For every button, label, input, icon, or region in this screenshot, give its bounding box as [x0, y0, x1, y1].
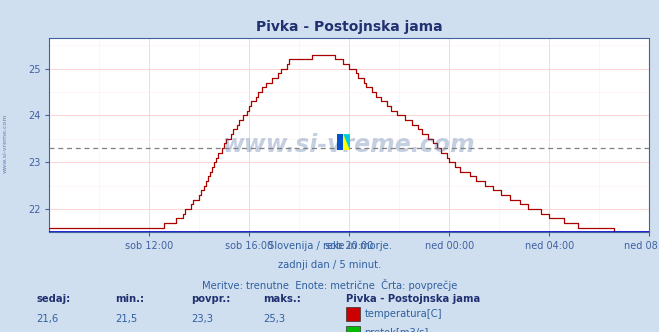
Text: zadnji dan / 5 minut.: zadnji dan / 5 minut.	[278, 260, 381, 270]
Text: Pivka - Postojnska jama: Pivka - Postojnska jama	[346, 294, 480, 304]
Text: Meritve: trenutne  Enote: metrične  Črta: povprečje: Meritve: trenutne Enote: metrične Črta: …	[202, 279, 457, 291]
Text: povpr.:: povpr.:	[191, 294, 231, 304]
Text: temperatura[C]: temperatura[C]	[364, 309, 442, 319]
Text: Slovenija / reke in morje.: Slovenija / reke in morje.	[268, 241, 391, 251]
Text: 25,3: 25,3	[264, 314, 286, 324]
Polygon shape	[343, 134, 350, 150]
Text: www.si-vreme.com: www.si-vreme.com	[223, 133, 476, 157]
Text: 21,6: 21,6	[36, 314, 59, 324]
Text: www.si-vreme.com: www.si-vreme.com	[3, 113, 8, 173]
Text: 23,3: 23,3	[191, 314, 213, 324]
Bar	[337, 134, 343, 150]
Text: pretok[m3/s]: pretok[m3/s]	[364, 328, 428, 332]
Title: Pivka - Postojnska jama: Pivka - Postojnska jama	[256, 20, 443, 34]
Text: maks.:: maks.:	[264, 294, 301, 304]
Text: sedaj:: sedaj:	[36, 294, 71, 304]
Text: 21,5: 21,5	[115, 314, 138, 324]
Text: min.:: min.:	[115, 294, 144, 304]
Bar	[337, 134, 350, 150]
